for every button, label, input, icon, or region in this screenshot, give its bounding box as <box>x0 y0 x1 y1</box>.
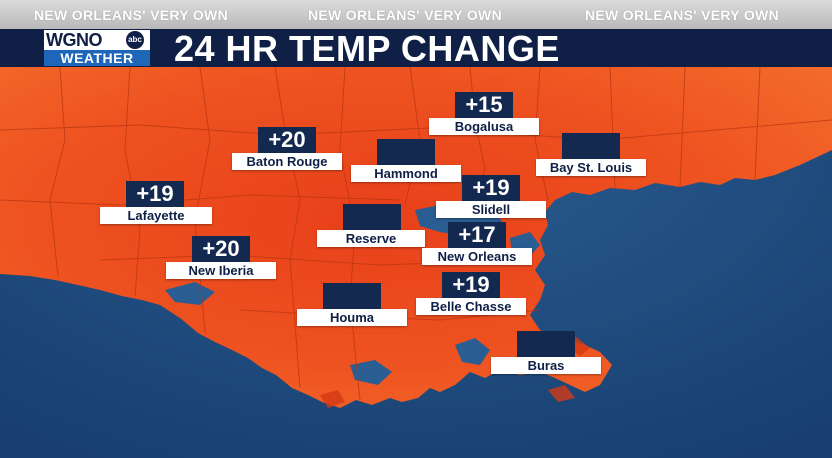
abc-network-icon: abc <box>126 31 144 49</box>
slogan-right: NEW ORLEANS' VERY OWN <box>585 7 779 23</box>
city-value <box>343 204 401 230</box>
city-value: +19 <box>442 272 500 298</box>
city-label: Belle Chasse <box>416 298 526 315</box>
logo-station: WGNO <box>46 30 103 50</box>
city-label: Bay St. Louis <box>536 159 646 176</box>
city-label: New Orleans <box>422 248 532 265</box>
city-label: Baton Rouge <box>232 153 342 170</box>
top-banner: NEW ORLEANS' VERY OWN NEW ORLEANS' VERY … <box>0 0 832 29</box>
logo-top: WGNO abc <box>44 30 150 50</box>
city-value <box>562 133 620 159</box>
city-label: Buras <box>491 357 601 374</box>
city-label: Slidell <box>436 201 546 218</box>
city-value: +20 <box>192 236 250 262</box>
city-value: +17 <box>448 222 506 248</box>
city-value <box>377 139 435 165</box>
marsh-islands <box>320 336 590 408</box>
city-label: Lafayette <box>100 207 212 224</box>
station-logo: WGNO abc WEATHER <box>44 30 150 66</box>
map-title: 24 HR TEMP CHANGE <box>174 28 560 69</box>
city-label: New Iberia <box>166 262 276 279</box>
logo-tagline: WEATHER <box>60 50 134 66</box>
logo-bottom: WEATHER <box>44 50 150 66</box>
city-label: Bogalusa <box>429 118 539 135</box>
city-value: +15 <box>455 92 513 118</box>
city-label: Houma <box>297 309 407 326</box>
terrebonne-bay <box>350 360 392 385</box>
slogan-center: NEW ORLEANS' VERY OWN <box>308 7 502 23</box>
city-label: Hammond <box>351 165 461 182</box>
city-label: Reserve <box>317 230 425 247</box>
city-value: +19 <box>462 175 520 201</box>
city-value <box>323 283 381 309</box>
city-value <box>517 331 575 357</box>
slogan-left: NEW ORLEANS' VERY OWN <box>34 7 228 23</box>
city-value: +20 <box>258 127 316 153</box>
barataria-bay <box>455 338 490 365</box>
city-value: +19 <box>126 181 184 207</box>
